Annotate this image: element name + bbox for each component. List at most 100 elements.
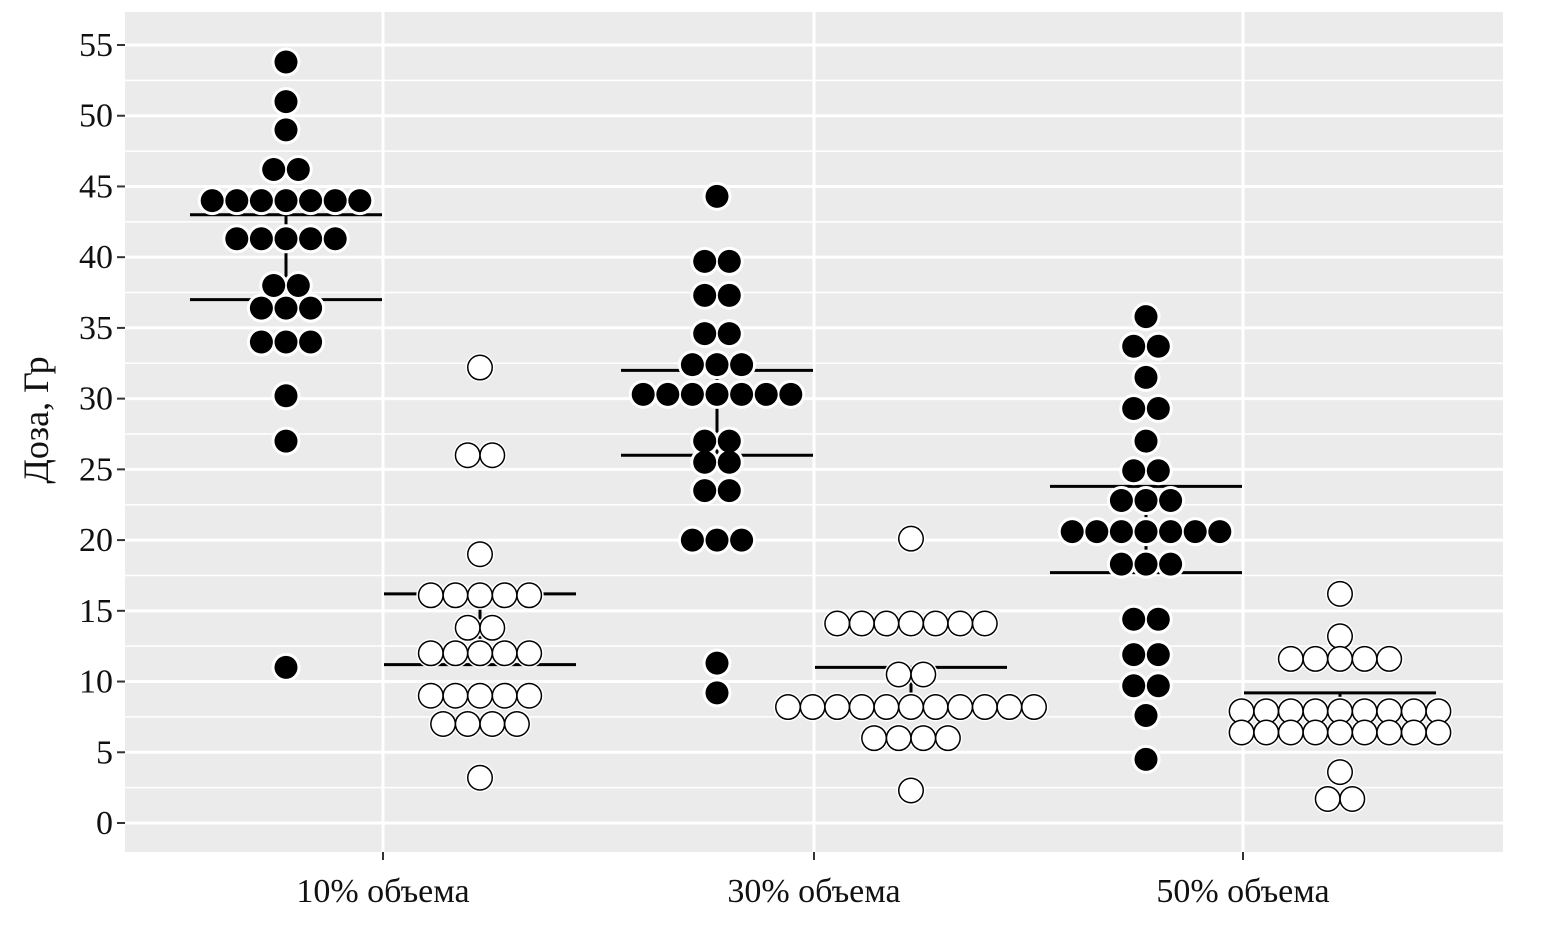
filled-dot: [1134, 305, 1158, 329]
y-tick-label: 25: [79, 451, 113, 488]
open-dot: [898, 610, 924, 637]
filled-dot: [717, 450, 741, 474]
filled-dot: [717, 249, 741, 273]
filled-dot: [1134, 365, 1158, 389]
open-dot: [467, 354, 493, 381]
filled-dot: [754, 382, 778, 406]
open-dot: [1302, 719, 1329, 746]
open-dot: [1376, 698, 1403, 725]
open-dot: [479, 614, 506, 641]
filled-dot: [680, 382, 704, 406]
open-dot: [1277, 645, 1304, 672]
open-dot: [491, 582, 518, 609]
filled-dot: [274, 429, 298, 453]
open-dot: [1228, 698, 1255, 725]
filled-dot: [249, 330, 273, 354]
filled-dot: [693, 322, 717, 346]
y-tick-label: 55: [79, 27, 113, 64]
filled-dot: [717, 322, 741, 346]
filled-dot: [1146, 397, 1170, 421]
open-dot: [1327, 645, 1353, 672]
x-tick-label: 30% объема: [727, 873, 900, 910]
filled-dot: [717, 283, 741, 307]
filled-dot: [693, 450, 717, 474]
filled-dot: [1146, 334, 1170, 358]
open-dot: [1425, 698, 1452, 725]
open-dot: [1327, 623, 1353, 650]
open-dot: [1327, 698, 1353, 725]
x-tick-label: 10% объема: [296, 873, 469, 910]
y-tick-label: 10: [79, 664, 113, 701]
filled-dot: [656, 382, 680, 406]
open-dot: [516, 640, 543, 667]
filled-dot: [274, 655, 298, 679]
filled-dot: [693, 429, 717, 453]
dots: [197, 47, 1453, 814]
open-dot: [922, 610, 949, 637]
open-dot: [491, 640, 518, 667]
open-dot: [491, 682, 518, 709]
open-dot: [442, 640, 469, 667]
y-tick-label: 15: [79, 593, 113, 630]
open-dot: [1314, 785, 1341, 812]
y-tick-label: 35: [79, 310, 113, 347]
filled-dot: [225, 227, 249, 251]
open-dot: [454, 710, 481, 737]
filled-dot: [262, 273, 286, 297]
open-dot: [1302, 698, 1329, 725]
filled-dot: [1109, 488, 1133, 512]
filled-dot: [1134, 520, 1158, 544]
open-dot: [1277, 698, 1304, 725]
filled-dot: [249, 296, 273, 320]
filled-dot: [1085, 520, 1109, 544]
filled-dot: [705, 651, 729, 675]
filled-dot: [730, 528, 754, 552]
open-dot: [1400, 698, 1427, 725]
open-dot: [799, 694, 826, 721]
open-dot: [848, 694, 875, 721]
open-dot: [1253, 698, 1280, 725]
open-dot: [454, 614, 481, 641]
filled-dot: [1159, 520, 1183, 544]
filled-dot: [286, 273, 310, 297]
filled-dot: [693, 249, 717, 273]
filled-dot: [1134, 488, 1158, 512]
open-dot: [479, 710, 506, 737]
filled-dot: [274, 330, 298, 354]
filled-dot: [1134, 703, 1158, 727]
open-dot: [910, 661, 937, 688]
open-dot: [417, 640, 444, 667]
y-tick-label: 50: [79, 98, 113, 135]
filled-dot: [717, 479, 741, 503]
x-tick-label: 50% объема: [1156, 873, 1329, 910]
open-dot: [479, 442, 506, 469]
filled-dot: [1134, 747, 1158, 771]
open-dot: [947, 694, 974, 721]
open-dot: [898, 525, 924, 552]
open-dot: [1351, 698, 1378, 725]
y-tick-label: 20: [79, 522, 113, 559]
filled-dot: [1146, 459, 1170, 483]
open-dot: [417, 582, 444, 609]
filled-dot: [274, 118, 298, 142]
open-dot: [873, 610, 900, 637]
open-dot: [922, 694, 949, 721]
filled-dot: [249, 189, 273, 213]
filled-dot: [1109, 552, 1133, 576]
filled-dot: [1122, 334, 1146, 358]
filled-dot: [1146, 674, 1170, 698]
open-dot: [1400, 719, 1427, 746]
open-dot: [971, 610, 998, 637]
filled-dot: [705, 382, 729, 406]
filled-dot: [1146, 643, 1170, 667]
open-dot: [1425, 719, 1452, 746]
filled-dot: [274, 90, 298, 114]
filled-dot: [225, 189, 249, 213]
filled-dot: [249, 227, 273, 251]
filled-dot: [1060, 520, 1084, 544]
open-dot: [1376, 645, 1403, 672]
open-dot: [947, 610, 974, 637]
filled-dot: [705, 528, 729, 552]
filled-dot: [274, 189, 298, 213]
